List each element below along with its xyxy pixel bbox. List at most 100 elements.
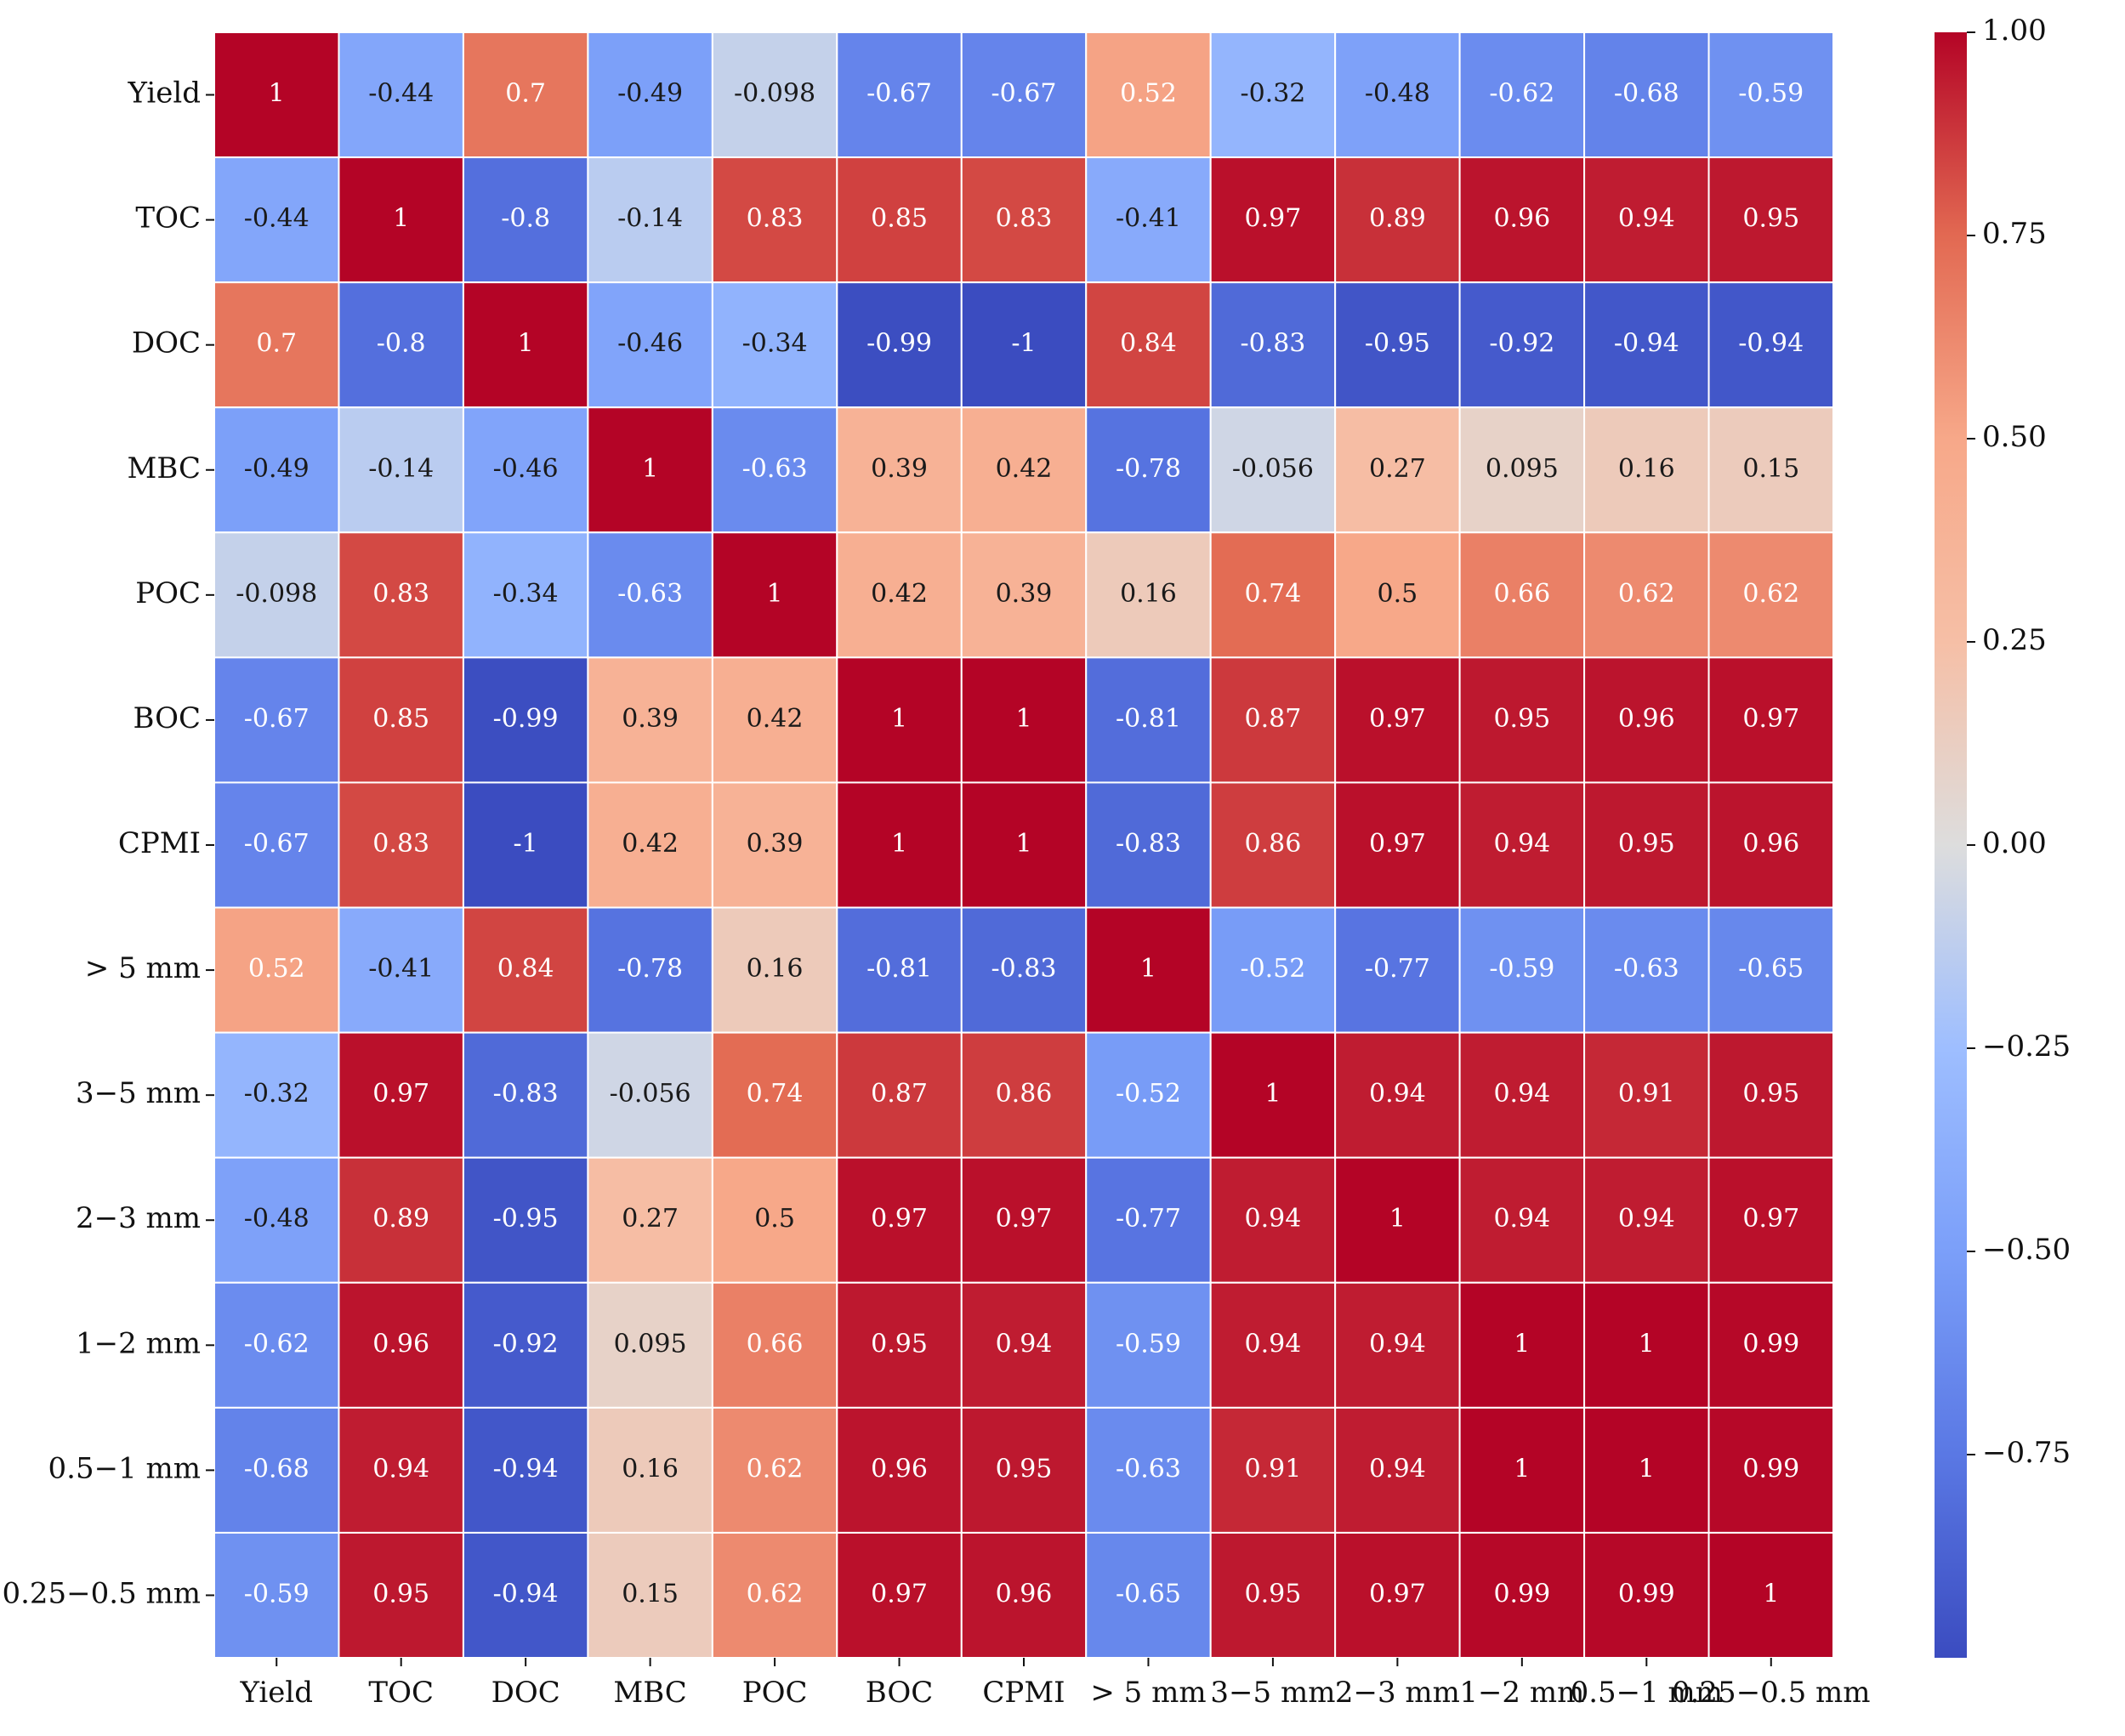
- cell-value-label: 0.96: [996, 1579, 1053, 1608]
- cell-value-label: -0.83: [493, 1079, 559, 1109]
- heatmap-cell: [338, 31, 464, 159]
- cell-value-label: -0.81: [866, 954, 932, 984]
- cell-value-label: -0.65: [1116, 1579, 1181, 1608]
- cell-value-label: 0.52: [1120, 79, 1177, 109]
- cell-value-label: 0.7: [256, 329, 297, 359]
- heatmap-cell: [338, 1281, 464, 1409]
- heatmap-cell: [711, 1531, 838, 1659]
- cell-value-label: -0.34: [742, 329, 808, 359]
- heatmap-cell: [338, 1406, 464, 1534]
- heatmap-cell-values: 1 -0.44 0.7 -0.49 -0.098 -0.67 -0.67 0.52 -0.32 -…: [236, 79, 1804, 1609]
- heatmap-cell: [836, 781, 963, 909]
- cell-value-label: 0.62: [1618, 579, 1675, 609]
- cell-value-label: 0.89: [372, 1204, 429, 1234]
- heatmap-cell: [711, 1156, 838, 1284]
- cell-value-label: 1: [1514, 1454, 1530, 1484]
- cell-value-label: 0.5: [754, 1204, 795, 1234]
- heatmap-cell: [960, 531, 1088, 659]
- row-labels: Yield TOC DOC MBC POC BOC CPMI > 5 mm 3−5 mm 2−3 …: [2, 77, 214, 1610]
- colorbar-tick-label: 0.25: [1982, 623, 2047, 657]
- heatmap-cell: [1085, 1531, 1212, 1659]
- cell-value-label: 0.27: [622, 1204, 679, 1234]
- cell-value-label: -0.32: [244, 1079, 310, 1109]
- cell-value-label: 0.87: [1245, 704, 1302, 734]
- heatmap-cell: [836, 156, 963, 284]
- cell-value-label: 1: [1140, 954, 1156, 984]
- cell-value-label: -0.8: [501, 204, 550, 234]
- cell-value-label: 1: [1639, 1454, 1655, 1484]
- cell-value-label: -0.65: [1738, 954, 1804, 984]
- heatmap-cell: [213, 31, 340, 159]
- heatmap-cell: [213, 1156, 340, 1284]
- cell-value-label: -0.59: [1489, 954, 1554, 984]
- heatmap-cell: [1334, 31, 1461, 159]
- cell-value-label: -1: [1011, 329, 1036, 359]
- column-label: TOC: [368, 1676, 434, 1710]
- cell-value-label: -0.056: [1232, 454, 1314, 484]
- heatmap-cell: [1334, 781, 1461, 909]
- cell-value-label: -0.92: [1489, 329, 1554, 359]
- heatmap-cell: [213, 1281, 340, 1409]
- heatmap-cell: [1707, 156, 1834, 284]
- cell-value-label: 0.94: [1369, 1454, 1426, 1484]
- heatmap-cell: [213, 906, 340, 1034]
- heatmap-cell: [1458, 406, 1586, 534]
- cell-value-label: 0.86: [996, 1079, 1053, 1109]
- cell-value-label: -0.63: [1116, 1454, 1181, 1484]
- cell-value-label: -0.52: [1240, 954, 1305, 984]
- heatmap-cell: [462, 281, 589, 409]
- cell-value-label: -0.83: [991, 954, 1057, 984]
- heatmap-cell: [462, 531, 589, 659]
- cell-value-label: 0.97: [1742, 1204, 1799, 1234]
- cell-value-label: -0.8: [377, 329, 426, 359]
- heatmap-cell: [1583, 531, 1710, 659]
- cell-value-label: 0.16: [747, 954, 804, 984]
- heatmap-cell: [1209, 531, 1337, 659]
- heatmap-cell: [462, 406, 589, 534]
- heatmap-cell: [960, 156, 1088, 284]
- heatmap-cell: [1583, 281, 1710, 409]
- cell-value-label: 0.87: [871, 1079, 928, 1109]
- column-label: BOC: [866, 1676, 934, 1710]
- cell-value-label: -1: [514, 829, 538, 859]
- heatmap-cell: [960, 1156, 1088, 1284]
- heatmap-cell: [1707, 1281, 1834, 1409]
- cell-value-label: -0.48: [1365, 79, 1430, 109]
- heatmap-cell: [836, 1406, 963, 1534]
- row-label: 2−3 mm: [76, 1201, 201, 1235]
- heatmap-cell: [836, 406, 963, 534]
- column-labels: Yield TOC DOC MBC POC BOC CPMI > 5 mm 3−5 mm 2−3 …: [239, 1658, 1871, 1710]
- heatmap-cell: [960, 406, 1088, 534]
- cell-value-label: 0.39: [996, 579, 1053, 609]
- cell-value-label: 0.94: [372, 1454, 429, 1484]
- cell-value-label: -0.14: [368, 454, 434, 484]
- heatmap-cell: [1458, 1406, 1586, 1534]
- heatmap-cell: [1334, 156, 1461, 284]
- heatmap-cell: [1707, 656, 1834, 784]
- heatmap-cell: [213, 781, 340, 909]
- cell-value-label: 0.62: [747, 1454, 804, 1484]
- cell-value-label: -0.68: [1614, 79, 1679, 109]
- heatmap-cell: [1334, 1156, 1461, 1284]
- heatmap-cell: [587, 1156, 713, 1284]
- heatmap-cell: [587, 1531, 713, 1659]
- heatmap-cell: [1583, 1406, 1710, 1534]
- heatmap-cell: [711, 31, 838, 159]
- cell-value-label: 0.97: [1245, 204, 1302, 234]
- heatmap-cell: [1209, 156, 1337, 284]
- row-label: TOC: [135, 201, 201, 235]
- column-label: POC: [742, 1676, 808, 1710]
- heatmap-cell: [1707, 406, 1834, 534]
- heatmap-cell: [1583, 1156, 1710, 1284]
- colorbar-tick-label: 1.00: [1982, 14, 2047, 48]
- cell-value-label: 0.94: [1618, 204, 1675, 234]
- cell-value-label: -0.41: [1116, 204, 1181, 234]
- heatmap-cell: [1209, 1406, 1337, 1534]
- cell-value-label: 0.95: [1742, 1079, 1799, 1109]
- heatmap-cell: [338, 656, 464, 784]
- cell-value-label: 0.95: [871, 1329, 928, 1359]
- heatmap-cell: [1085, 656, 1212, 784]
- cell-value-label: -0.67: [866, 79, 932, 109]
- cell-value-label: 1: [1763, 1579, 1779, 1608]
- cell-value-label: 0.94: [1618, 1204, 1675, 1234]
